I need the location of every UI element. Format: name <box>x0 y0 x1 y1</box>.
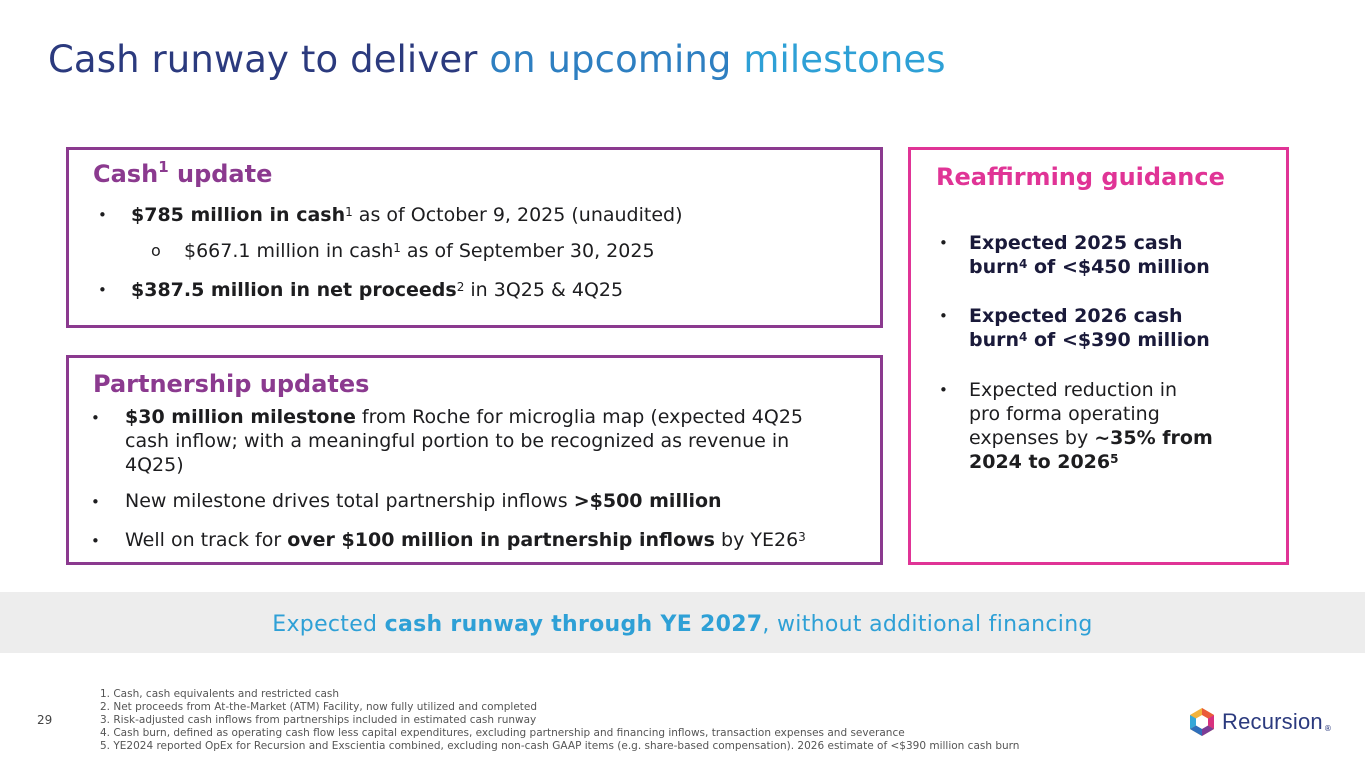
title-part-2: on upcoming <box>489 38 744 81</box>
bullet-dot: • <box>939 307 948 325</box>
partnership-bullet-2: New milestone drives total partnership i… <box>125 489 722 513</box>
cash-sub-rest: as of September 30, 2025 <box>400 240 655 262</box>
footnote-3: 3. Risk-adjusted cash inflows from partn… <box>100 714 537 726</box>
partnership-bullet-3-post: by YE26 <box>715 529 799 551</box>
guidance-bullet-1-sup: 4 <box>1019 257 1028 271</box>
bullet-dot: • <box>98 281 107 299</box>
guidance-bullet-2-amount: of <$390 million <box>1027 329 1210 351</box>
cash-heading-text: Cash <box>93 160 159 188</box>
cash-sub-sup: 1 <box>393 241 401 255</box>
guidance-bullet-2-line1: Expected 2026 cash <box>969 305 1183 327</box>
partnership-bullet-2-text: New milestone drives total partnership i… <box>125 490 574 512</box>
footnotes: 1. Cash, cash equivalents and restricted… <box>100 688 1019 753</box>
footnote-5: 5. YE2024 reported OpEx for Recursion an… <box>100 740 1020 752</box>
guidance-bullet-1-line1: Expected 2025 cash <box>969 232 1183 254</box>
guidance-bullet-3-sup: 5 <box>1110 452 1119 466</box>
guidance-bullet-2-sup: 4 <box>1019 330 1028 344</box>
cash-heading-sup: 1 <box>158 158 169 176</box>
logo-wordmark: Recursion <box>1222 709 1323 734</box>
guidance-bullet-3-bold-2: 2024 to 2026 <box>969 451 1111 473</box>
page-title: Cash runway to deliver on upcoming miles… <box>48 38 946 81</box>
guidance-bullet-1-line2: burn4 of <$450 million <box>969 255 1210 279</box>
logo-registered-mark: ® <box>1323 723 1332 733</box>
partnership-bullet-3-sup: 3 <box>798 530 806 544</box>
guidance-bullet-3-line1: Expected reduction in <box>969 379 1178 401</box>
runway-post: , without additional financing <box>762 612 1093 637</box>
partnership-box: Partnership updates • $30 million milest… <box>66 355 883 565</box>
page-number: 29 <box>37 713 53 727</box>
cash-bullet-1-bold: $785 million in cash <box>131 204 346 226</box>
cash-bullet-2: $387.5 million in net proceeds2 in 3Q25 … <box>131 278 623 302</box>
recursion-logo: Recursion ® <box>1188 707 1332 737</box>
sub-bullet-marker: o <box>151 241 161 260</box>
guidance-bullet-1-amount: of <$450 million <box>1027 256 1210 278</box>
hexagon-logo-icon <box>1190 708 1214 736</box>
runway-bold: cash runway through YE 2027 <box>384 612 763 637</box>
guidance-bullet-2-burn: burn <box>969 329 1020 351</box>
partnership-bullet-1-line3: 4Q25) <box>125 454 184 476</box>
bullet-dot: • <box>91 532 100 550</box>
guidance-bullet-1-burn: burn <box>969 256 1020 278</box>
title-part-1: Cash runway to deliver <box>48 38 490 81</box>
guidance-heading: Reaffirming guidance <box>936 163 1225 191</box>
bullet-dot: • <box>98 206 107 224</box>
guidance-bullet-3-line4: 2024 to 20265 <box>969 450 1213 474</box>
cash-sub-bullet: $667.1 million in cash1 as of September … <box>184 239 655 263</box>
bullet-dot: • <box>939 381 948 399</box>
guidance-bullet-3-bold: ~35% from <box>1094 427 1213 449</box>
partnership-heading: Partnership updates <box>93 370 370 398</box>
guidance-bullet-2-line2: burn4 of <$390 million <box>969 328 1210 352</box>
cash-bullet-2-bold: $387.5 million in net proceeds <box>131 279 457 301</box>
bullet-dot: • <box>939 234 948 252</box>
cash-sub-text: $667.1 million in cash <box>184 240 394 262</box>
cash-update-heading: Cash1 update <box>93 158 273 188</box>
partnership-bullet-3: Well on track for over $100 million in p… <box>125 528 806 552</box>
cash-heading-post: update <box>168 160 273 188</box>
cash-bullet-2-sup: 2 <box>456 280 465 294</box>
guidance-box: Reaffirming guidance • Expected 2025 cas… <box>908 147 1289 565</box>
guidance-bullet-2: Expected 2026 cash burn4 of <$390 millio… <box>969 304 1210 352</box>
footnote-2: 2. Net proceeds from At-the-Market (ATM)… <box>100 701 538 713</box>
guidance-bullet-3-line2: pro forma operating <box>969 403 1160 425</box>
bullet-dot: • <box>91 409 100 427</box>
guidance-bullet-1: Expected 2025 cash burn4 of <$450 millio… <box>969 231 1210 279</box>
partnership-bullet-1: $30 million milestone from Roche for mic… <box>125 405 865 477</box>
cash-bullet-2-rest: in 3Q25 & 4Q25 <box>464 279 624 301</box>
partnership-bullet-3-pre: Well on track for <box>125 529 288 551</box>
cash-update-box: Cash1 update • $785 million in cash1 as … <box>66 147 883 328</box>
footnote-4: 4. Cash burn, defined as operating cash … <box>100 727 905 739</box>
guidance-bullet-3-pre: expenses by <box>969 427 1095 449</box>
partnership-bullet-1-bold: $30 million milestone <box>125 406 356 428</box>
cash-bullet-1-sup: 1 <box>345 205 353 219</box>
runway-statement: Expected cash runway through YE 2027, wi… <box>0 612 1365 637</box>
partnership-bullet-1-line2: cash inflow; with a meaningful portion t… <box>125 430 790 452</box>
footnote-1: 1. Cash, cash equivalents and restricted… <box>100 688 340 700</box>
partnership-bullet-1-line1: from Roche for microglia map (expected 4… <box>355 406 804 428</box>
guidance-bullet-3: Expected reduction in pro forma operatin… <box>969 378 1213 474</box>
cash-bullet-1-rest: as of October 9, 2025 (unaudited) <box>352 204 683 226</box>
partnership-bullet-3-bold: over $100 million in partnership inflows <box>287 529 715 551</box>
bullet-dot: • <box>91 493 100 511</box>
guidance-bullet-3-line3: expenses by ~35% from <box>969 426 1213 450</box>
cash-bullet-1: $785 million in cash1 as of October 9, 2… <box>131 203 683 227</box>
runway-pre: Expected <box>272 612 385 637</box>
runway-band <box>0 592 1365 653</box>
title-part-3: milestones <box>743 38 946 81</box>
partnership-bullet-2-bold: >$500 million <box>573 490 722 512</box>
